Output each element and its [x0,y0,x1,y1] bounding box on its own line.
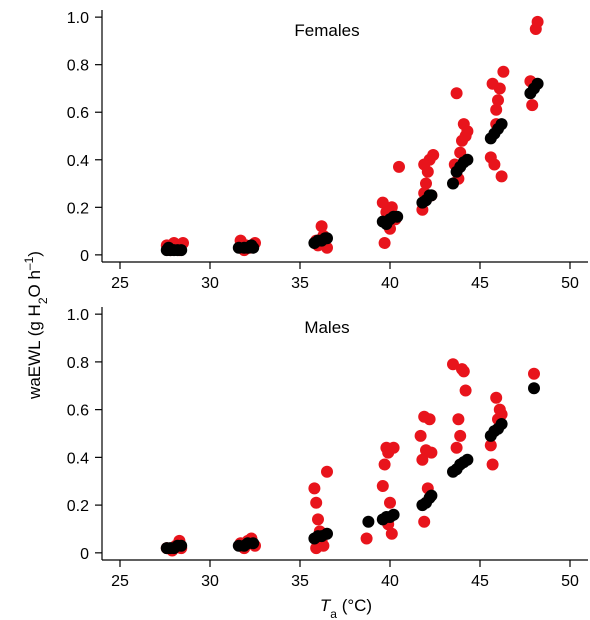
y-axis-title-superscript: –1 [22,256,36,270]
x-tick-label: 45 [471,275,489,292]
measured-point [376,196,389,209]
measured-point [427,149,440,161]
fitted-point [531,77,544,90]
measured-point [308,482,321,495]
y-tick-label: 0.2 [67,498,89,515]
fitted-point [162,241,175,254]
measured-point [461,125,474,138]
x-axis-title-subscript: a [330,607,337,620]
measured-point [416,453,429,466]
fitted-point [447,177,459,190]
measured-point [360,532,373,545]
fitted-point [425,189,438,202]
y-tick-label: 0.8 [67,355,89,372]
panel-title: Males [304,318,349,337]
measured-point [418,515,431,528]
measured-point [497,65,510,78]
y-tick-label: 0 [80,248,89,265]
measured-point [531,15,544,28]
x-tick-label: 35 [291,573,309,590]
fitted-point [247,241,260,254]
x-tick-label: 50 [561,275,579,292]
measured-point [321,465,333,478]
x-tick-label: 45 [471,573,489,590]
measured-point [393,160,405,173]
measured-point [378,458,391,471]
measured-point [425,446,438,459]
fitted-point [321,527,333,540]
y-tick-label: 1.0 [67,307,89,324]
x-tick-label: 40 [381,573,399,590]
measured-point [420,177,432,190]
y-tick-label: 0.6 [67,105,89,122]
measured-point [385,527,398,540]
measured-point [486,458,499,471]
y-tick-label: 0.6 [67,403,89,420]
measured-point [376,480,389,492]
measured-point [312,513,324,526]
x-tick-label: 40 [381,275,399,292]
x-tick-label: 30 [201,573,219,590]
fitted-point [362,515,375,528]
fitted-point [321,232,333,245]
y-axis-title-subscript: 2 [36,297,50,304]
measured-point [418,158,431,171]
measured-point [384,496,396,509]
measured-point [310,542,323,555]
x-tick-label: 25 [111,573,129,590]
measured-point [423,413,436,426]
measured-point [486,77,499,90]
y-tick-label: 0.2 [67,200,89,217]
measured-point [495,408,508,421]
x-tick-label: 50 [561,573,579,590]
measured-point [492,94,504,107]
panel-males: 25 30 35 40 45 50 0 0.2 0.4 0.6 0.8 1.0 Males [67,307,588,590]
measured-point [452,413,465,426]
x-axis-title: Ta (°C) [320,596,372,620]
measured-point [459,384,472,397]
fitted-point [461,153,474,166]
measured-point [447,358,459,371]
y-tick-label: 0.4 [67,153,89,170]
measured-point [488,158,501,171]
measured-point [457,365,470,378]
measured-point [315,220,328,233]
measured-point [484,439,497,452]
measured-point [378,237,391,249]
fitted-point [425,489,438,502]
measured-point [526,99,539,112]
measured-point [450,441,463,454]
panel-title: Females [294,21,359,40]
fitted-point [247,537,260,550]
measured-point [310,496,323,509]
measured-point [385,201,398,214]
fitted-point [387,508,400,521]
measured-point [490,391,503,404]
fitted-point [175,244,188,257]
measured-point [490,103,503,116]
fitted-point [495,418,508,430]
y-tick-label: 0.4 [67,450,89,467]
fitted-point [461,453,474,466]
measured-point [387,441,400,454]
measured-point [450,87,463,100]
y-tick-label: 0.8 [67,58,89,75]
fitted-point [495,118,508,131]
y-tick-label: 0 [80,546,89,563]
x-tick-label: 25 [111,275,129,292]
y-tick-label: 1.0 [67,10,89,27]
x-tick-label: 35 [291,275,309,292]
fitted-point [391,210,404,223]
y-axis-title: waEWL (g H2O h–1) [22,251,50,400]
measured-point [414,429,427,442]
measured-point [528,367,540,380]
panel-females: 25 30 35 40 45 50 0 0.2 0.4 0.6 0.8 1.0 Females [67,10,588,292]
fitted-point [528,382,540,395]
fitted-point [175,539,188,552]
measured-point [454,429,467,442]
x-tick-label: 30 [201,275,219,292]
measured-point [495,170,508,183]
